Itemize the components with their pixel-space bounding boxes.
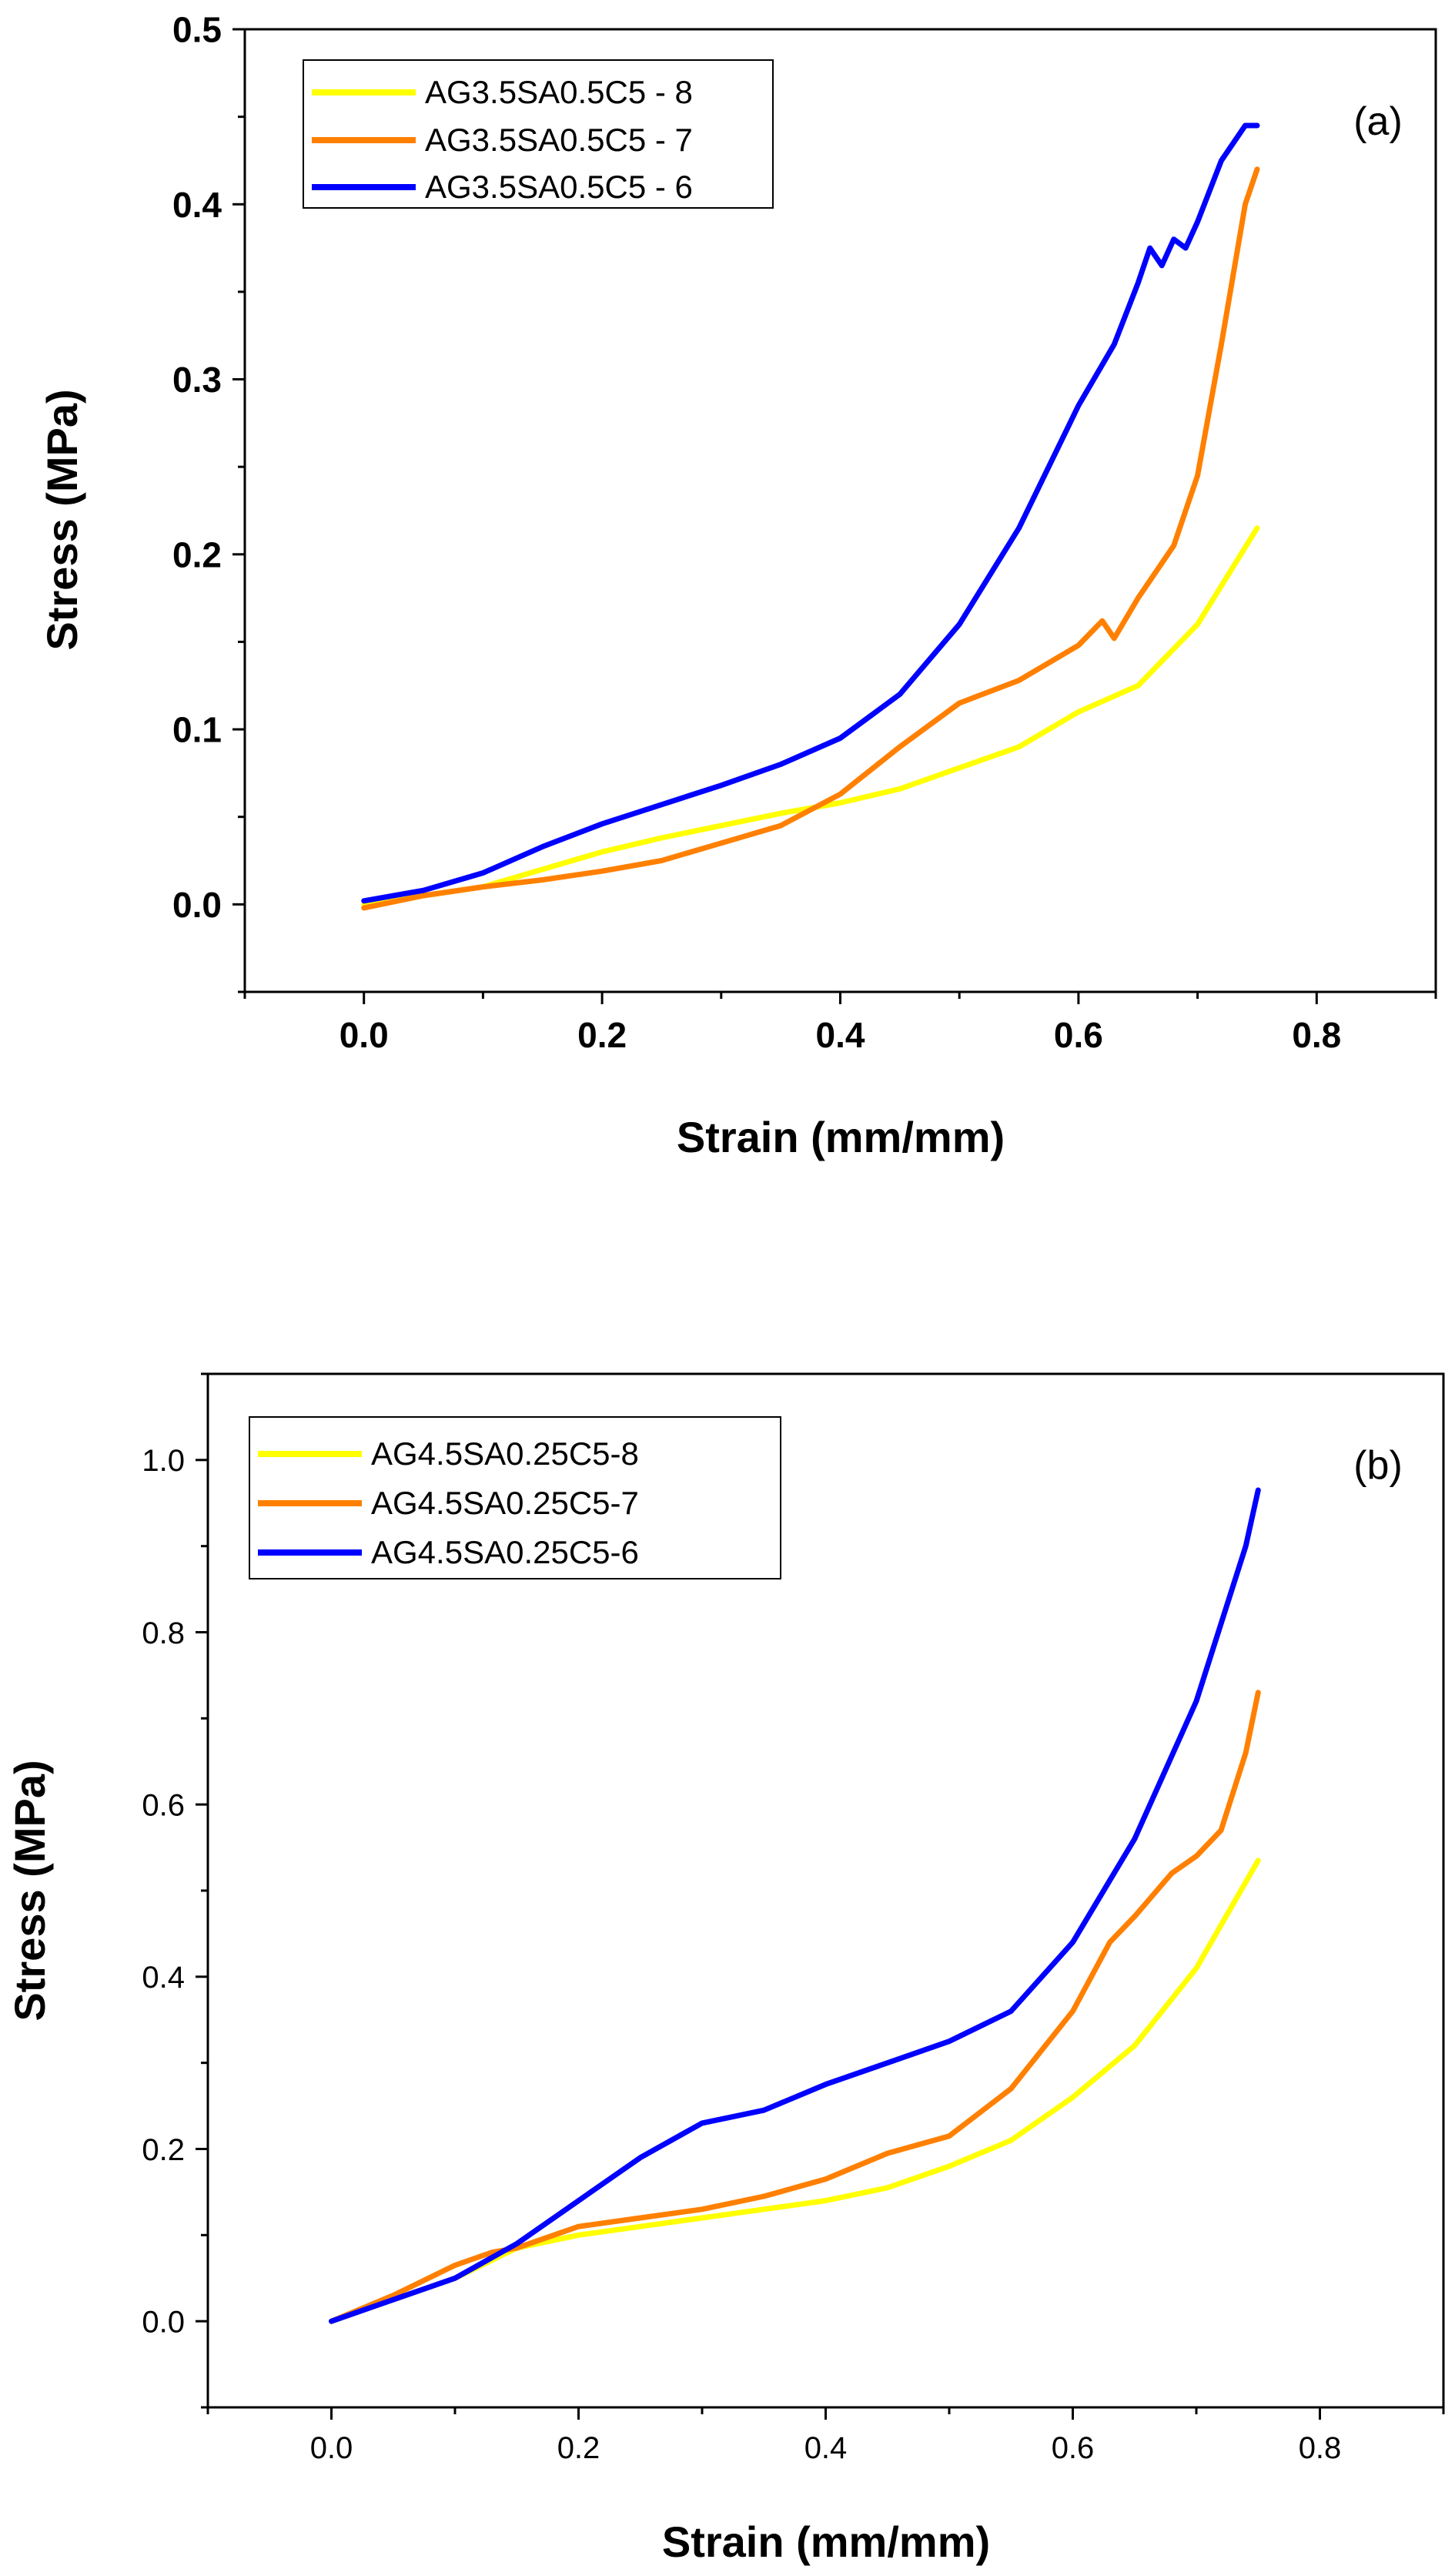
y-axis-ticks-a: 0.0 0.1 0.2 0.3 0.4 0.5 bbox=[172, 10, 245, 993]
plot-area-b: 0.0 0.2 0.4 0.6 0.8 0.0 0.2 0.4 0.6 0.8 1.0 bbox=[142, 1372, 1445, 2465]
y-tick-label: 0.5 bbox=[172, 10, 222, 50]
x-axis-title-a: Strain (mm/mm) bbox=[677, 1113, 1005, 1161]
legend-label-b-2: AG4.5SA0.25C5-6 bbox=[371, 1534, 639, 1570]
y-tick-label: 0.2 bbox=[172, 534, 222, 574]
legend-box-a bbox=[303, 59, 774, 209]
x-tick-label: 0.4 bbox=[804, 2431, 848, 2465]
x-tick-label: 0.2 bbox=[577, 1015, 627, 1055]
x-axis-ticks-a: 0.0 0.2 0.4 0.6 0.8 bbox=[243, 992, 1437, 1055]
y-tick-label: 0.0 bbox=[142, 2306, 185, 2340]
legend-label-a-1: AG3.5SA0.5C5 - 7 bbox=[425, 122, 693, 158]
y-axis-title-b: Stress (MPa) bbox=[5, 1760, 54, 2021]
x-tick-label: 0.6 bbox=[1054, 1015, 1103, 1055]
series-line-b-2 bbox=[329, 1487, 1261, 2324]
legend-b: AG4.5SA0.25C5-8 AG4.5SA0.25C5-7 AG4.5SA0… bbox=[249, 1416, 781, 1579]
y-tick-label: 0.8 bbox=[142, 1616, 185, 1650]
panel-label-b: (b) bbox=[1353, 1443, 1403, 1488]
legend-label-a-2: AG3.5SA0.5C5 - 6 bbox=[425, 169, 693, 205]
panel-label-a: (a) bbox=[1353, 99, 1403, 144]
y-axis-ticks-b: 0.0 0.2 0.4 0.6 0.8 1.0 bbox=[142, 1372, 208, 2409]
x-tick-label: 0.0 bbox=[310, 2431, 353, 2465]
x-tick-label: 0.8 bbox=[1299, 2431, 1342, 2465]
y-tick-label: 1.0 bbox=[142, 1444, 185, 1478]
x-axis-ticks-b: 0.0 0.2 0.4 0.6 0.8 bbox=[206, 2407, 1445, 2465]
series-line-a-2 bbox=[361, 122, 1260, 904]
legend-label-b-1: AG4.5SA0.25C5-7 bbox=[371, 1485, 639, 1521]
chart-panel-b: 0.0 0.2 0.4 0.6 0.8 0.0 0.2 0.4 0.6 0.8 1.0 Strai… bbox=[5, 1372, 1445, 2566]
y-tick-label: 0.6 bbox=[142, 1789, 185, 1823]
series-line-a-1 bbox=[361, 166, 1260, 911]
y-axis-title-a: Stress (MPa) bbox=[38, 389, 86, 650]
y-tick-label: 0.0 bbox=[172, 885, 222, 925]
x-tick-label: 0.8 bbox=[1292, 1015, 1341, 1055]
legend-label-a-0: AG3.5SA0.5C5 - 8 bbox=[425, 74, 693, 110]
series-lines-b bbox=[329, 1487, 1261, 2324]
y-tick-label: 0.4 bbox=[142, 1961, 185, 1995]
x-tick-label: 0.4 bbox=[816, 1015, 865, 1055]
plot-area-a: 0.0 0.2 0.4 0.6 0.8 0.0 0.1 0.2 0.3 0.4 0.5 bbox=[172, 10, 1437, 1055]
chart-panel-a: 0.0 0.2 0.4 0.6 0.8 0.0 0.1 0.2 0.3 0.4 0.5 Strai… bbox=[38, 10, 1437, 1161]
y-tick-label: 0.4 bbox=[172, 185, 222, 225]
x-axis-title-b: Strain (mm/mm) bbox=[662, 2517, 990, 2566]
x-tick-label: 0.0 bbox=[340, 1015, 389, 1055]
y-tick-label: 0.1 bbox=[172, 710, 222, 750]
legend-a: AG3.5SA0.5C5 - 8 AG3.5SA0.5C5 - 7 AG3.5S… bbox=[303, 59, 774, 209]
legend-label-b-0: AG4.5SA0.25C5-8 bbox=[371, 1435, 639, 1472]
x-tick-label: 0.6 bbox=[1052, 2431, 1095, 2465]
series-lines-a bbox=[361, 122, 1260, 911]
y-tick-label: 0.3 bbox=[172, 360, 222, 400]
x-tick-label: 0.2 bbox=[557, 2431, 600, 2465]
y-tick-label: 0.2 bbox=[142, 2133, 185, 2167]
